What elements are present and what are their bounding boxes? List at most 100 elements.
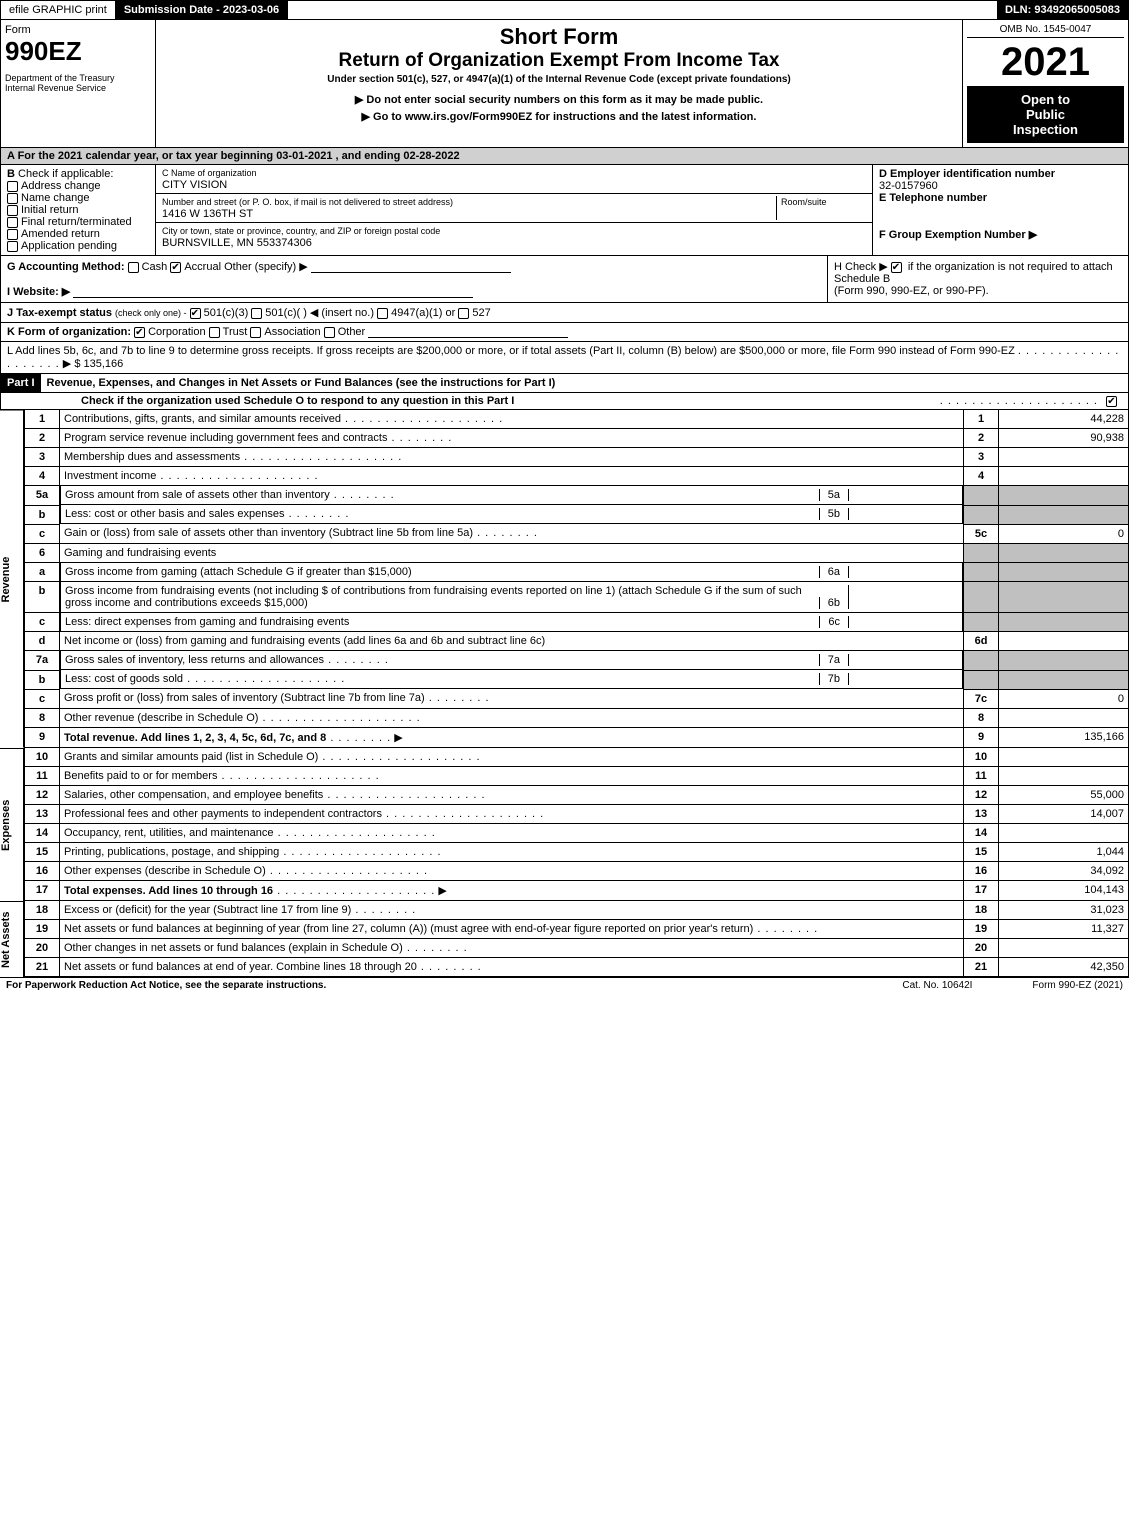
chk-address-change[interactable]	[7, 181, 18, 192]
line-3-id: 3	[964, 448, 999, 467]
line-12-desc: Salaries, other compensation, and employ…	[64, 789, 323, 801]
chk-schedule-o[interactable]	[1106, 396, 1117, 407]
ein-label: D Employer identification number	[879, 168, 1055, 180]
chk-association[interactable]	[250, 327, 261, 338]
line-5a-shade	[964, 486, 999, 506]
line-21-desc: Net assets or fund balances at end of ye…	[64, 961, 417, 973]
footer-left: For Paperwork Reduction Act Notice, see …	[6, 980, 326, 991]
line-6a-shade2	[999, 562, 1129, 582]
c-name-label: C Name of organization	[162, 168, 257, 178]
other-specify-input[interactable]	[311, 261, 511, 273]
line-5b-sub: 5b	[819, 508, 848, 520]
open-line1: Open to	[973, 92, 1118, 107]
row-k: K Form of organization: Corporation Trus…	[0, 323, 1129, 342]
j-hint: (check only one) -	[115, 308, 187, 318]
chk-trust[interactable]	[209, 327, 220, 338]
line-5b-num: b	[25, 505, 60, 524]
line-8-val	[999, 708, 1129, 727]
goto-link[interactable]: ▶ Go to www.irs.gov/Form990EZ for instru…	[160, 110, 958, 123]
line-2-num: 2	[25, 429, 60, 448]
open-line3: Inspection	[973, 122, 1118, 137]
opt-4947: 4947(a)(1) or	[391, 307, 455, 319]
chk-corporation[interactable]	[134, 327, 145, 338]
revenue-table: 1Contributions, gifts, grants, and simil…	[24, 410, 1129, 748]
line-19-val: 11,327	[999, 919, 1129, 938]
chk-final-return[interactable]	[7, 217, 18, 228]
efile-print-button[interactable]: efile GRAPHIC print	[1, 1, 116, 19]
submission-date-button[interactable]: Submission Date - 2023-03-06	[116, 1, 288, 19]
line-13-id: 13	[964, 804, 999, 823]
line-6c-shade	[964, 613, 999, 632]
chk-schedule-b[interactable]	[891, 262, 902, 273]
chk-other-org[interactable]	[324, 327, 335, 338]
short-form-title: Short Form	[160, 24, 958, 50]
l-text: L Add lines 5b, 6c, and 7b to line 9 to …	[7, 345, 1015, 357]
line-15-desc: Printing, publications, postage, and shi…	[64, 846, 279, 858]
line-1-num: 1	[25, 410, 60, 429]
netassets-table: 18Excess or (deficit) for the year (Subt…	[24, 901, 1129, 977]
chk-501c3[interactable]	[190, 308, 201, 319]
line-18-val: 31,023	[999, 901, 1129, 920]
line-6-shade2	[999, 543, 1129, 562]
other-org-input[interactable]	[368, 326, 568, 338]
line-3-num: 3	[25, 448, 60, 467]
line-13-desc: Professional fees and other payments to …	[64, 808, 382, 820]
chk-4947[interactable]	[377, 308, 388, 319]
opt-application-pending: Application pending	[21, 240, 117, 252]
line-6b-num: b	[25, 582, 60, 613]
opt-name-change: Name change	[21, 192, 90, 204]
line-7b-shade2	[999, 670, 1129, 689]
line-10-num: 10	[25, 748, 60, 767]
line-6b-desc: Gross income from fundraising events (no…	[65, 585, 819, 609]
line-11-desc: Benefits paid to or for members	[64, 770, 217, 782]
line-7b-sub: 7b	[819, 673, 848, 685]
line-10-id: 10	[964, 748, 999, 767]
line-12-val: 55,000	[999, 785, 1129, 804]
irs-label: Internal Revenue Service	[5, 83, 151, 93]
chk-501c[interactable]	[251, 308, 262, 319]
line-15-num: 15	[25, 842, 60, 861]
line-20-id: 20	[964, 938, 999, 957]
chk-initial-return[interactable]	[7, 205, 18, 216]
ssn-warning: ▶ Do not enter social security numbers o…	[160, 93, 958, 106]
line-5c-val: 0	[999, 524, 1129, 543]
chk-name-change[interactable]	[7, 193, 18, 204]
chk-cash[interactable]	[128, 262, 139, 273]
revenue-label: Revenue	[0, 410, 24, 748]
opt-501c3: 501(c)(3)	[204, 307, 249, 319]
line-17-val: 104,143	[999, 880, 1129, 900]
open-line2: Public	[973, 107, 1118, 122]
chk-application-pending[interactable]	[7, 241, 18, 252]
line-4-id: 4	[964, 467, 999, 486]
b-heading: B	[7, 168, 15, 180]
line-6-desc: Gaming and fundraising events	[60, 543, 964, 562]
chk-amended-return[interactable]	[7, 229, 18, 240]
part1-sub: Check if the organization used Schedule …	[0, 393, 1129, 410]
line-6c-sub: 6c	[819, 616, 848, 628]
line-7a-shade	[964, 651, 999, 671]
expenses-label: Expenses	[0, 748, 24, 901]
line-5a-sub: 5a	[819, 489, 848, 501]
chk-527[interactable]	[458, 308, 469, 319]
chk-accrual[interactable]	[170, 262, 181, 273]
line-14-num: 14	[25, 823, 60, 842]
line-7a-desc: Gross sales of inventory, less returns a…	[65, 654, 324, 666]
dept-treasury: Department of the Treasury	[5, 73, 151, 83]
line-19-num: 19	[25, 919, 60, 938]
line-6a-shade	[964, 562, 999, 582]
section-bcd: B Check if applicable: Address change Na…	[0, 165, 1129, 256]
line-7c-val: 0	[999, 689, 1129, 708]
ein-value: 32-0157960	[879, 180, 938, 192]
line-7a-shade2	[999, 651, 1129, 671]
c-city-label: City or town, state or province, country…	[162, 226, 440, 236]
g-accounting: G Accounting Method: Cash Accrual Other …	[1, 256, 828, 302]
c-addr-label: Number and street (or P. O. box, if mail…	[162, 197, 453, 207]
part1-title: Revenue, Expenses, and Changes in Net As…	[41, 375, 1128, 391]
open-public-badge: Open to Public Inspection	[967, 86, 1124, 143]
line-16-id: 16	[964, 861, 999, 880]
line-2-id: 2	[964, 429, 999, 448]
website-input[interactable]	[73, 286, 473, 298]
line-2-val: 90,938	[999, 429, 1129, 448]
line-2-desc: Program service revenue including govern…	[64, 432, 387, 444]
line-12-id: 12	[964, 785, 999, 804]
